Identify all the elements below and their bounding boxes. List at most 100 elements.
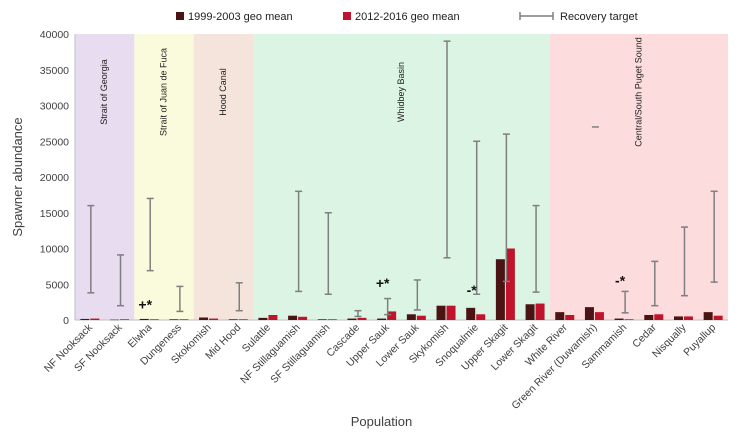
bar-2012-2016-sulattle [268, 314, 278, 320]
bar-1999-2003-white-river [555, 312, 565, 320]
bar-2012-2016-mid-hood [238, 319, 248, 320]
recovery-target-snoqualmie [473, 140, 481, 296]
annotation-sammamish: -* [615, 273, 626, 289]
bar-1999-2003-mid-hood [228, 319, 238, 320]
bar-2012-2016-nisqually [683, 316, 693, 320]
bar-1999-2003-snoqualmie [466, 307, 476, 320]
bar-2012-2016-lower-sauk [416, 315, 426, 320]
region-band-strait-of-georgia [75, 34, 135, 320]
bar-1999-2003-skokomish [199, 317, 209, 320]
bar-1999-2003-sulattle [258, 317, 268, 320]
region-band-strait-of-juan-de-fuca [134, 34, 194, 320]
recovery-target-dungeness [176, 285, 184, 313]
recovery-target-sf-nooksack [117, 254, 125, 307]
annotation-elwha: +* [138, 296, 152, 312]
bar-1999-2003-nisqually [673, 316, 683, 320]
legend-label-2012-2016: 2012-2016 geo mean [355, 11, 460, 23]
bar-2012-2016-white-river [565, 314, 575, 320]
bar-1999-2003-nf-stillaguamish [288, 315, 298, 320]
legend-swatch-1999-2003 [176, 12, 184, 20]
bar-2012-2016-skykomish [446, 305, 456, 320]
x-tick-label-nisqually: Nisqually [650, 321, 689, 360]
legend-label-1999-2003: 1999-2003 geo mean [188, 11, 293, 23]
bar-1999-2003-nf-nooksack [80, 318, 90, 320]
recovery-target-skykomish [443, 40, 451, 259]
bar-2012-2016-elwha [149, 319, 159, 320]
x-axis-title: Population [351, 414, 412, 429]
bar-2012-2016-upper-skagit [505, 248, 515, 320]
bar-1999-2003-upper-sauk [377, 318, 387, 320]
y-tick-label-15000: 15000 [40, 208, 69, 220]
bar-2012-2016-sf-nooksack [120, 319, 130, 320]
region-band-hood-canal [193, 34, 254, 320]
y-tick-label-30000: 30000 [40, 101, 69, 113]
recovery-target-cascade [354, 309, 362, 318]
bar-2012-2016-nf-stillaguamish [298, 316, 308, 320]
recovery-target-nisqually [680, 226, 688, 297]
recovery-target-cedar [651, 260, 659, 307]
recovery-target-sf-stillaguamish [324, 212, 332, 296]
y-tick-label-25000: 25000 [40, 136, 69, 148]
recovery-target-lower-sauk [413, 279, 421, 311]
bar-2012-2016-cascade [357, 317, 367, 320]
recovery-target-nf-stillaguamish [295, 190, 303, 293]
recovery-target-upper-skagit [502, 133, 510, 283]
bar-2012-2016-green-river-duwamish [594, 312, 604, 320]
bar-2012-2016-sammamish [624, 319, 634, 320]
recovery-target-sammamish [621, 290, 629, 314]
bar-2012-2016-skokomish [209, 318, 219, 320]
region-label-central-south-puget-sound: Central/South Puget Sound [633, 37, 643, 147]
significance-annotations: +* +* -* -* [138, 273, 625, 313]
bar-2012-2016-nf-nooksack [90, 318, 100, 320]
y-tick-labels: 0 5000 10000 15000 20000 25000 30000 35000 40000 [40, 29, 69, 327]
region-band-central-south-puget-sound [549, 34, 728, 320]
recovery-target-nf-nooksack [87, 204, 95, 294]
bar-1999-2003-lower-skagit [525, 304, 535, 320]
region-label-whidbey-basin: Whidbey Basin [396, 62, 406, 122]
recovery-target-mid-hood [235, 282, 243, 312]
bar-1999-2003-upper-skagit [495, 259, 505, 320]
bar-1999-2003-skykomish [436, 305, 446, 320]
y-tick-label-35000: 35000 [40, 65, 69, 77]
region-label-strait-of-georgia: Strait of Georgia [99, 59, 109, 125]
bars [80, 248, 723, 321]
bar-1999-2003-cedar [644, 314, 654, 320]
recovery-target-ranges [87, 40, 718, 318]
recovery-target-upper-sauk [384, 297, 392, 316]
bar-1999-2003-elwha [139, 318, 149, 320]
region-bands [75, 34, 728, 320]
bar-1999-2003-dungeness [169, 319, 179, 320]
legend-swatch-recovery-target [519, 12, 554, 20]
bar-2012-2016-snoqualmie [476, 314, 486, 320]
legend: 1999-2003 geo mean 2012-2016 geo mean Re… [176, 11, 638, 23]
bar-1999-2003-green-river-duwamish [584, 307, 594, 320]
y-tick-label-0: 0 [63, 315, 69, 327]
bar-1999-2003-sammamish [614, 318, 624, 320]
x-tick-label-puyallup: Puyallup [681, 322, 718, 359]
bar-1999-2003-puyallup [703, 312, 713, 320]
region-label-hood-canal: Hood Canal [218, 68, 228, 116]
bar-1999-2003-sf-nooksack [110, 319, 120, 321]
bar-2012-2016-puyallup [713, 315, 723, 320]
bar-1999-2003-sf-stillaguamish [317, 319, 327, 320]
bar-1999-2003-lower-sauk [406, 314, 416, 320]
y-tick-label-5000: 5000 [46, 279, 70, 291]
recovery-target-elwha [146, 197, 154, 272]
annotation-snoqualmie: -* [467, 282, 478, 298]
y-tick-label-10000: 10000 [40, 244, 69, 256]
recovery-target-lower-skagit [532, 204, 540, 293]
y-axis-title: Spawner abundance [10, 117, 25, 236]
bar-1999-2003-cascade [347, 318, 357, 320]
annotation-upper-sauk: +* [376, 275, 390, 291]
region-labels: Strait of Georgia Strait of Juan de Fuca H… [99, 37, 643, 147]
y-tick-label-40000: 40000 [40, 29, 69, 41]
bar-2012-2016-lower-skagit [535, 303, 545, 320]
recovery-target-puyallup [710, 190, 718, 283]
legend-label-recovery-target: Recovery target [560, 11, 638, 23]
bar-2012-2016-upper-sauk [387, 311, 397, 320]
region-label-strait-of-juan-de-fuca: Strait of Juan de Fuca [158, 48, 168, 136]
bar-2012-2016-cedar [654, 314, 664, 320]
